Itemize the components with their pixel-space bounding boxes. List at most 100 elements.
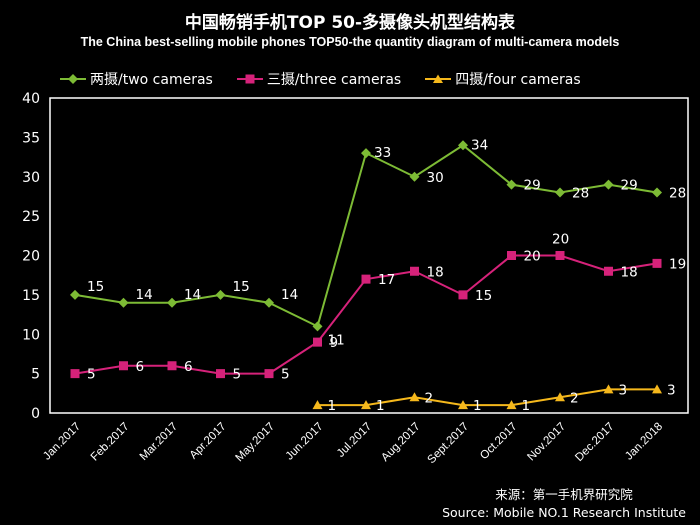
data-label-three: 18 — [621, 264, 638, 280]
data-label-two: 14 — [281, 287, 298, 303]
data-label-two: 33 — [374, 145, 391, 161]
data-label-four: 2 — [425, 390, 434, 406]
series-line-three — [74, 254, 658, 375]
data-point-three — [70, 369, 80, 379]
data-label-four: 1 — [376, 398, 385, 414]
data-label-four: 1 — [522, 398, 531, 414]
data-label-three: 15 — [475, 288, 492, 304]
data-point-three — [555, 251, 565, 260]
x-tick-label: Jul.2017 — [335, 421, 374, 460]
data-point-three — [264, 369, 274, 379]
legend-item-four: 四摄/four cameras — [425, 69, 581, 89]
x-tick-label: Jan.2017 — [41, 421, 83, 463]
data-point-two — [167, 297, 177, 308]
data-point-two — [506, 179, 517, 190]
data-label-three: 19 — [669, 256, 686, 272]
legend-swatch-four — [425, 74, 452, 83]
data-label-three: 5 — [233, 367, 242, 383]
data-point-three — [167, 361, 177, 371]
legend-swatch-three — [236, 74, 263, 84]
data-label-four: 1 — [328, 398, 337, 414]
data-point-three — [652, 258, 662, 268]
y-tick-label: 10 — [22, 327, 40, 343]
legend-label-four: 四摄/four cameras — [455, 72, 581, 88]
data-point-four — [458, 400, 468, 410]
data-label-two: 28 — [669, 186, 686, 202]
data-point-three — [119, 361, 128, 371]
x-tick-label: Aug.2017 — [379, 421, 422, 464]
data-label-four: 3 — [619, 382, 628, 398]
data-point-four — [555, 392, 565, 402]
data-label-two: 34 — [471, 137, 488, 153]
data-label-three: 20 — [524, 249, 541, 265]
data-label-two: 28 — [572, 186, 589, 202]
data-label-three: 5 — [281, 367, 290, 383]
series-line-two — [74, 144, 658, 328]
legend: 两摄/two cameras 三摄/three cameras 四摄/four … — [60, 68, 680, 90]
data-label-two: 14 — [184, 287, 201, 303]
data-label-two: 15 — [233, 279, 250, 295]
x-tick-label: May.2017 — [234, 421, 278, 465]
data-label-three: 20 — [552, 232, 569, 248]
x-tick-label: Dec.2017 — [573, 421, 616, 464]
data-point-three — [361, 274, 371, 284]
x-tick-label: Jun.2017 — [284, 421, 326, 463]
data-point-two — [652, 187, 662, 198]
x-tick-label: Jan.2018 — [623, 421, 665, 463]
x-tick-label: Apr.2017 — [188, 421, 229, 462]
data-label-two: 29 — [621, 178, 638, 194]
data-point-four — [603, 384, 614, 394]
data-point-three — [604, 266, 613, 276]
y-tick-label: 0 — [31, 406, 40, 422]
x-tick-label: Mar.2017 — [138, 421, 180, 463]
y-tick-label: 25 — [22, 209, 40, 225]
plot-area — [49, 97, 689, 414]
data-label-four: 2 — [570, 390, 579, 406]
legend-label-three: 三摄/three cameras — [266, 72, 402, 88]
data-label-two: 14 — [136, 287, 153, 303]
data-point-two — [70, 289, 80, 300]
data-point-two — [409, 171, 420, 182]
x-tick-label: Oct.2017 — [478, 421, 519, 462]
data-point-three — [216, 369, 225, 379]
x-tick-label: Nov.2017 — [525, 421, 568, 464]
data-label-three: 6 — [184, 359, 193, 375]
source-line-en: Source: Mobile NO.1 Research Institute — [442, 505, 686, 520]
y-tick-label: 5 — [31, 367, 40, 383]
data-point-four — [312, 400, 323, 410]
y-tick-label: 35 — [22, 130, 40, 146]
x-tick-label: Feb.2017 — [89, 421, 132, 464]
legend-label-two: 两摄/two cameras — [90, 72, 213, 88]
data-point-three — [313, 337, 322, 347]
data-point-two — [264, 297, 274, 308]
source-note: 来源：第一手机界研究院 Source: Mobile NO.1 Research… — [442, 486, 686, 522]
y-tick-label: 30 — [22, 170, 40, 186]
data-label-three: 9 — [330, 335, 339, 351]
x-tick-label: Sept.2017 — [426, 421, 472, 467]
data-point-three — [458, 290, 468, 300]
data-point-four — [361, 400, 371, 410]
data-label-two: 15 — [87, 279, 104, 295]
data-label-four: 3 — [667, 382, 676, 398]
legend-item-three: 三摄/three cameras — [236, 69, 402, 89]
data-point-three — [410, 266, 419, 276]
data-point-two — [118, 297, 129, 308]
legend-item-two: 两摄/two cameras — [60, 69, 213, 89]
data-point-three — [507, 251, 516, 260]
legend-swatch-two — [60, 74, 86, 84]
series-line-four — [317, 388, 657, 407]
chart-title: 中国畅销手机TOP 50-多摄像头机型结构表 — [184, 13, 516, 33]
data-label-four: 1 — [473, 398, 482, 414]
data-label-three: 17 — [378, 272, 395, 288]
data-label-three: 18 — [427, 264, 444, 280]
data-point-two — [555, 187, 565, 198]
chart-subtitle: The China best-selling mobile phones TOP… — [80, 35, 620, 49]
data-point-two — [215, 289, 226, 300]
y-tick-label: 40 — [22, 91, 40, 107]
data-label-three: 6 — [136, 359, 145, 375]
data-label-two: 30 — [427, 170, 444, 186]
y-tick-label: 20 — [22, 249, 40, 265]
y-tick-label: 15 — [22, 288, 40, 304]
data-point-four — [652, 384, 662, 394]
